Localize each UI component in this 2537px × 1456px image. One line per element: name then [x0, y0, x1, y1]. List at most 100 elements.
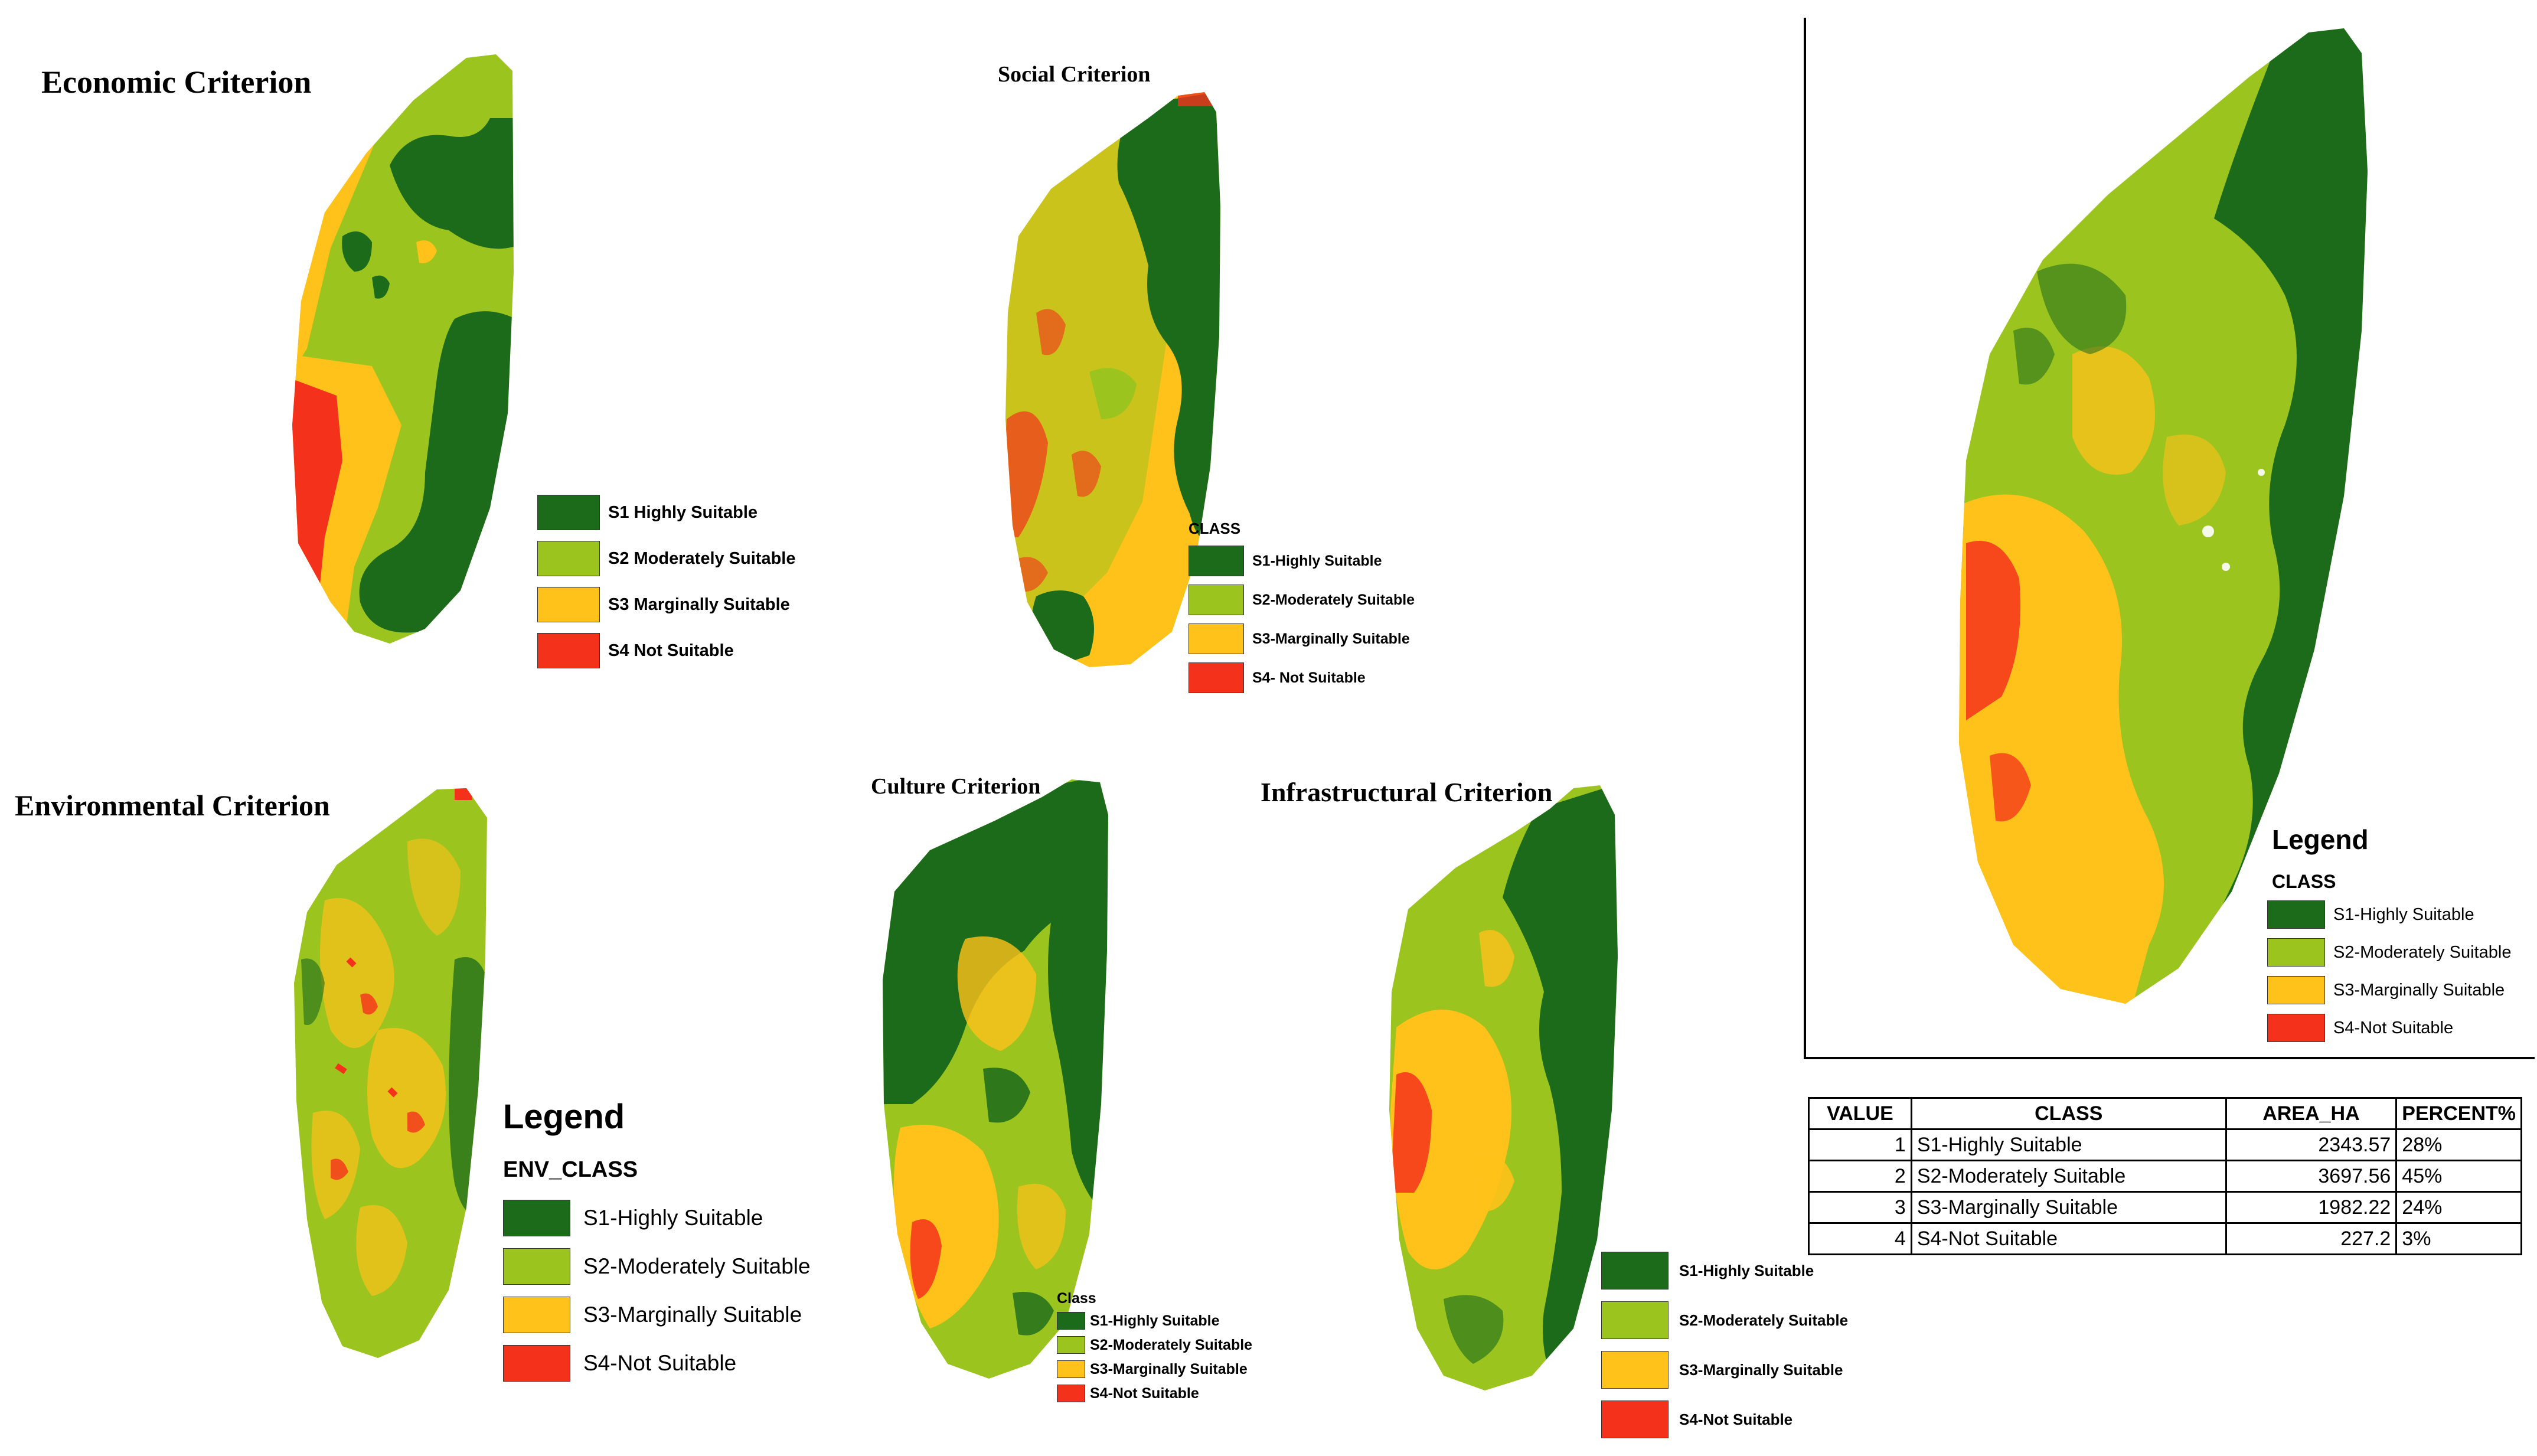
legend-item: S2-Moderately Suitable	[2267, 938, 2511, 967]
cell-value: 3	[1808, 1191, 1912, 1224]
table-row: 4 S4-Not Suitable 227.2 3%	[1808, 1222, 2522, 1255]
cell-value: 4	[1808, 1222, 1912, 1255]
legend-swatch-s4	[2267, 1014, 2325, 1042]
legend-swatch-s4	[1057, 1385, 1085, 1402]
legend-item: S3 Marginally Suitable	[537, 587, 790, 622]
legend-item: S2-Moderately Suitable	[503, 1248, 811, 1285]
cell-percent: 3%	[2395, 1222, 2522, 1255]
legend-item: S2-Moderately Suitable	[1057, 1336, 1252, 1354]
legend-swatch-s3	[1601, 1351, 1669, 1389]
environmental-legend-title: Legend	[503, 1098, 625, 1136]
legend-item: S1-Highly Suitable	[1601, 1252, 1814, 1289]
legend-item: S1-Highly Suitable	[1188, 546, 1382, 576]
legend-label: S1-Highly Suitable	[583, 1206, 763, 1230]
legend-label: S3-Marginally Suitable	[2333, 980, 2505, 1000]
cell-area: 2343.57	[2225, 1128, 2398, 1161]
overall-map-frame	[1804, 18, 2535, 1059]
legend-item: S1-Highly Suitable	[2267, 900, 2474, 929]
legend-swatch-s1	[2267, 900, 2325, 929]
legend-label: S1-Highly Suitable	[1090, 1312, 1220, 1329]
economic-title: Economic Criterion	[41, 64, 312, 100]
legend-swatch-s1	[503, 1200, 570, 1236]
legend-label: S4- Not Suitable	[1252, 669, 1366, 686]
legend-label: S1 Highly Suitable	[608, 502, 757, 522]
table-row: 3 S3-Marginally Suitable 1982.22 24%	[1808, 1191, 2522, 1224]
legend-item: S3-Marginally Suitable	[1601, 1351, 1843, 1389]
legend-swatch-s3	[503, 1297, 570, 1333]
cell-class: S3-Marginally Suitable	[1910, 1191, 2227, 1224]
legend-swatch-s1	[1601, 1252, 1669, 1289]
legend-label: S4-Not Suitable	[1679, 1410, 1793, 1428]
legend-label: S4-Not Suitable	[1090, 1385, 1199, 1402]
legend-swatch-s2	[1601, 1301, 1669, 1339]
legend-swatch-s3	[1057, 1360, 1085, 1378]
column-header-area: AREA_HA	[2225, 1097, 2398, 1130]
legend-swatch-s3	[2267, 976, 2325, 1004]
cell-class: S1-Highly Suitable	[1910, 1128, 2227, 1161]
social-title: Social Criterion	[998, 62, 1151, 87]
legend-swatch-s2	[1188, 585, 1244, 615]
legend-item: S4-Not Suitable	[503, 1345, 736, 1382]
table-header-row: VALUE CLASS AREA_HA PERCENT%	[1808, 1097, 2522, 1130]
area-table: VALUE CLASS AREA_HA PERCENT% 1 S1-Highly…	[1808, 1097, 2522, 1255]
legend-label: S2 Moderately Suitable	[608, 549, 796, 568]
legend-item: S3-Marginally Suitable	[1188, 623, 1410, 654]
legend-item: S3-Marginally Suitable	[1057, 1360, 1248, 1378]
cell-class: S4-Not Suitable	[1910, 1222, 2227, 1255]
infrastructural-title: Infrastructural Criterion	[1261, 777, 1553, 807]
legend-swatch-s4	[1188, 662, 1244, 693]
column-header-class: CLASS	[1910, 1097, 2227, 1130]
legend-item: S4-Not Suitable	[1601, 1400, 1792, 1438]
cell-area: 1982.22	[2225, 1191, 2398, 1224]
legend-item: S4 Not Suitable	[537, 633, 734, 668]
cell-percent: 28%	[2395, 1128, 2522, 1161]
legend-item: S4- Not Suitable	[1188, 662, 1366, 693]
legend-label: S1-Highly Suitable	[1252, 552, 1382, 569]
cell-percent: 24%	[2395, 1191, 2522, 1224]
legend-label: S2-Moderately Suitable	[1090, 1336, 1253, 1353]
legend-item: S1-Highly Suitable	[1057, 1312, 1219, 1330]
legend-swatch-s2	[537, 541, 600, 576]
legend-swatch-s1	[1188, 546, 1244, 576]
cell-area: 227.2	[2225, 1222, 2398, 1255]
legend-item: S1 Highly Suitable	[537, 495, 757, 530]
column-header-percent: PERCENT%	[2395, 1097, 2522, 1130]
legend-label: S3-Marginally Suitable	[1679, 1360, 1843, 1379]
legend-label: S2-Moderately Suitable	[1679, 1311, 1849, 1329]
legend-label: S1-Highly Suitable	[2333, 905, 2474, 924]
legend-label: S2-Moderately Suitable	[583, 1254, 811, 1278]
environmental-map	[294, 788, 487, 1358]
legend-item: S4-Not Suitable	[2267, 1014, 2453, 1042]
cell-class: S2-Moderately Suitable	[1910, 1160, 2227, 1193]
table-row: 1 S1-Highly Suitable 2343.57 28%	[1808, 1128, 2522, 1161]
infrastructural-map	[1389, 785, 1618, 1390]
legend-label: S4-Not Suitable	[2333, 1018, 2454, 1037]
legend-label: S2-Moderately Suitable	[1252, 591, 1415, 608]
culture-map	[883, 779, 1108, 1379]
legend-item: S2-Moderately Suitable	[1188, 585, 1415, 615]
legend-label: S4-Not Suitable	[583, 1351, 737, 1375]
social-legend-header: CLASS	[1188, 520, 1241, 537]
legend-swatch-s1	[1057, 1312, 1085, 1330]
legend-swatch-s3	[1188, 623, 1244, 654]
environmental-title: Environmental Criterion	[15, 789, 330, 822]
overall-legend-title: Legend	[2272, 824, 2369, 855]
legend-item: S3-Marginally Suitable	[503, 1297, 802, 1333]
cell-area: 3697.56	[2225, 1160, 2398, 1193]
overall-map	[1959, 28, 2368, 1004]
table-row: 2 S2-Moderately Suitable 3697.56 45%	[1808, 1160, 2522, 1193]
legend-swatch-s4	[1601, 1400, 1669, 1438]
legend-swatch-s2	[503, 1248, 570, 1285]
legend-swatch-s2	[1057, 1336, 1085, 1354]
legend-swatch-s2	[2267, 938, 2325, 967]
legend-item: S2-Moderately Suitable	[1601, 1301, 1848, 1339]
legend-swatch-s4	[503, 1345, 570, 1382]
legend-label: S3-Marginally Suitable	[1252, 630, 1410, 647]
legend-swatch-s3	[537, 587, 600, 622]
legend-item: S3-Marginally Suitable	[2267, 976, 2505, 1004]
legend-label: S3-Marginally Suitable	[583, 1302, 802, 1327]
cell-value: 1	[1808, 1128, 1912, 1161]
legend-item: S2 Moderately Suitable	[537, 541, 796, 576]
cell-value: 2	[1808, 1160, 1912, 1193]
legend-swatch-s4	[537, 633, 600, 668]
